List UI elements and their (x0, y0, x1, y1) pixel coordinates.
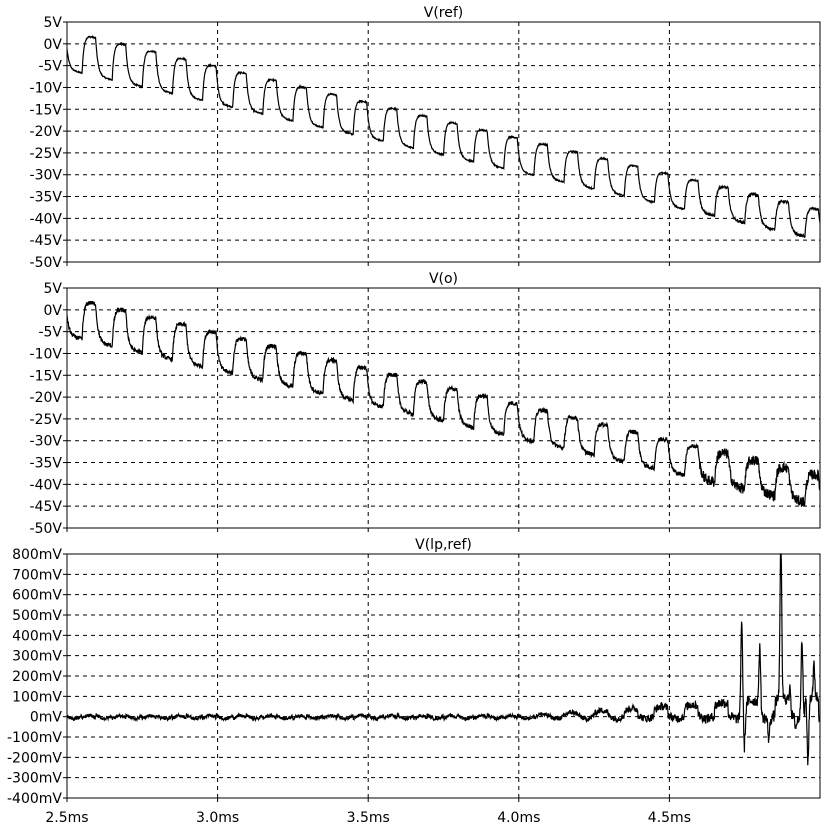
y-tick-label: -5V (38, 59, 62, 75)
panes: V(ref) 5V 0V -5V -10V -15V -20V -25V -30V -35V -40… (7, 5, 821, 826)
y-tick-label: 5V (44, 15, 63, 31)
y-tick-label: -30V (30, 434, 63, 450)
pane-title: V(lp,ref) (415, 537, 472, 553)
y-tick-label: -50V (30, 255, 63, 271)
y-tick-label: -5V (38, 325, 62, 341)
plot-frame (66, 287, 821, 529)
y-tick-label: -25V (30, 412, 63, 428)
y-tick-label: -400mV (7, 791, 62, 807)
pane-2: V(o) 5V 0V -5V -10V -15V -20V -25V -30V -35V -40V -… (30, 271, 821, 537)
y-tick-label: -45V (30, 499, 63, 515)
pane-title: V(o) (429, 271, 458, 287)
y-tick-label: -15V (30, 368, 63, 384)
pane-3: V(lp,ref) 800mV 700mV 600mV 500mV 400mV 300mV 2… (7, 537, 821, 826)
y-tick-label: -10V (30, 80, 63, 96)
y-tick-label: -30V (30, 168, 63, 184)
y-tick-label: -300mV (7, 771, 62, 787)
y-tick-label: 300mV (12, 649, 62, 665)
y-tick-label: -200mV (7, 750, 62, 766)
y-tick-label: 5V (44, 281, 63, 297)
y-tick-label: 100mV (12, 689, 62, 705)
x-tick-label: 2.5ms (45, 810, 88, 826)
y-tick-label: -100mV (7, 730, 62, 746)
y-tick-label: 400mV (12, 628, 62, 644)
plot-frame (66, 553, 821, 799)
series-line (66, 35, 821, 239)
x-tick-label: 4.5ms (648, 810, 691, 826)
pane-1: V(ref) 5V 0V -5V -10V -15V -20V -25V -30V -35V -40… (30, 5, 821, 271)
y-tick-label: -15V (30, 102, 63, 118)
y-tick-label: 0V (44, 303, 63, 319)
x-tick-label: 3.5ms (347, 810, 390, 826)
series-line (66, 300, 821, 507)
x-tick-label: 4.0ms (497, 810, 540, 826)
y-tick-label: 0mV (30, 710, 63, 726)
y-tick-label: 700mV (12, 567, 62, 583)
y-tick-label: 200mV (12, 669, 62, 685)
y-tick-label: -40V (30, 477, 63, 493)
y-tick-label: -20V (30, 124, 63, 140)
pane-title: V(ref) (424, 5, 464, 21)
plot-frame (66, 21, 821, 263)
y-tick-label: -50V (30, 521, 63, 537)
y-tick-label: -25V (30, 146, 63, 162)
y-tick-label: -40V (30, 211, 63, 227)
y-tick-label: -35V (30, 190, 63, 206)
y-tick-label: -10V (30, 346, 63, 362)
y-tick-label: 600mV (12, 588, 62, 604)
y-tick-label: -35V (30, 456, 63, 472)
x-tick-label: 3.0ms (196, 810, 239, 826)
y-tick-label: -45V (30, 233, 63, 249)
y-tick-label: 800mV (12, 547, 62, 563)
y-tick-label: -20V (30, 390, 63, 406)
series-line (66, 553, 821, 766)
y-tick-label: 0V (44, 37, 63, 53)
y-tick-label: 500mV (12, 608, 62, 624)
